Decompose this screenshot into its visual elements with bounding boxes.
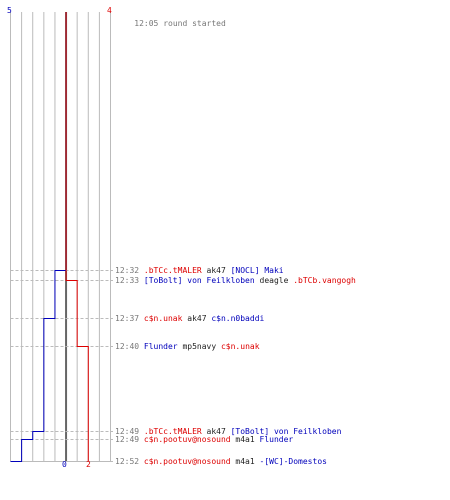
- round-start-label: round started: [163, 19, 226, 28]
- blue-player-name: [ToBolt] von Feilkloben: [143, 276, 255, 285]
- red-player-name: c$n.pootuv@nosound: [143, 457, 231, 466]
- blue-player-name: Flunder: [259, 435, 294, 444]
- blue-final-count: 0: [62, 460, 67, 469]
- event-weapon: ak47: [201, 427, 231, 436]
- event-row: 12:40 Flunder mp5navy c$n.unak: [115, 343, 260, 351]
- red-player-name: .bTCc.tMALER: [143, 266, 202, 275]
- event-weapon: ak47: [201, 266, 231, 275]
- red-player-name: .bTCc.tMALER: [143, 427, 202, 436]
- event-row: 12:33 [ToBolt] von Feilkloben deagle .bT…: [115, 277, 356, 285]
- event-time: 12:37: [115, 314, 144, 323]
- event-row: 12:49 .bTCc.tMALER ak47 [ToBolt] von Fei…: [115, 428, 341, 436]
- event-time: 12:05: [134, 19, 159, 28]
- red-player-name: c$n.pootuv@nosound: [143, 435, 231, 444]
- red-player-name: c$n.unak: [143, 314, 183, 323]
- event-weapon: deagle: [254, 276, 294, 285]
- red-final-count: 2: [86, 460, 91, 469]
- event-weapon: mp5navy: [177, 342, 221, 351]
- red-initial-count: 4: [107, 6, 112, 15]
- round-start-row: 12:05 round started: [115, 12, 226, 36]
- event-time: 12:49: [115, 435, 144, 444]
- blue-initial-count: 5: [7, 6, 12, 15]
- event-row: 12:32 .bTCc.tMALER ak47 [NOCL] Maki: [115, 267, 284, 275]
- blue-player-name: -[WC]-Domestos: [259, 457, 327, 466]
- blue-team-line: [10, 12, 67, 462]
- event-weapon: m4a1: [230, 457, 260, 466]
- red-player-name: .bTCb.vangogh: [293, 276, 356, 285]
- event-row: 12:52 c$n.pootuv@nosound m4a1 -[WC]-Dome…: [115, 458, 327, 466]
- red-player-name: c$n.unak: [220, 342, 260, 351]
- event-time: 12:49: [115, 427, 144, 436]
- event-time: 12:52: [115, 457, 144, 466]
- blue-player-name: Flunder: [143, 342, 178, 351]
- red-team-line: [65, 12, 89, 462]
- event-time: 12:33: [115, 276, 144, 285]
- event-weapon: m4a1: [230, 435, 260, 444]
- event-time: 12:32: [115, 266, 144, 275]
- event-weapon: ak47: [182, 314, 212, 323]
- blue-player-name: c$n.n0baddi: [211, 314, 265, 323]
- event-row: 12:37 c$n.unak ak47 c$n.n0baddi: [115, 315, 264, 323]
- event-time: 12:40: [115, 342, 144, 351]
- blue-player-name: [ToBolt] von Feilkloben: [230, 427, 342, 436]
- event-row: 12:49 c$n.pootuv@nosound m4a1 Flunder: [115, 436, 293, 444]
- blue-player-name: [NOCL] Maki: [230, 266, 284, 275]
